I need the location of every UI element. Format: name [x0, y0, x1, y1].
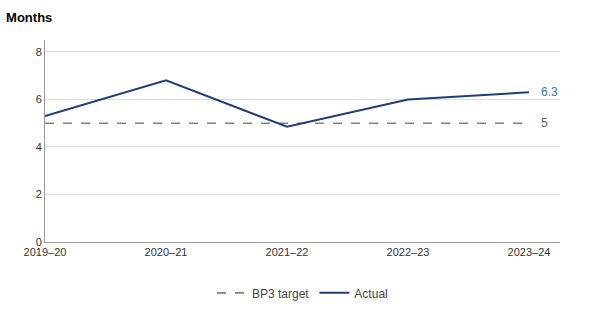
- svg-text:6.3: 6.3: [541, 85, 558, 99]
- svg-text:BP3 target: BP3 target: [252, 287, 309, 301]
- svg-text:2023–24: 2023–24: [508, 246, 551, 258]
- svg-text:5: 5: [541, 116, 548, 130]
- svg-text:8: 8: [36, 46, 42, 58]
- svg-text:2020–21: 2020–21: [145, 246, 188, 258]
- svg-text:2022–23: 2022–23: [387, 246, 430, 258]
- svg-text:0: 0: [36, 236, 42, 248]
- svg-text:2021–22: 2021–22: [266, 246, 309, 258]
- svg-text:4: 4: [36, 141, 42, 153]
- svg-text:2: 2: [36, 188, 42, 200]
- svg-text:2019–20: 2019–20: [24, 246, 67, 258]
- svg-text:6: 6: [36, 93, 42, 105]
- svg-text:Actual: Actual: [354, 287, 387, 301]
- svg-text:Months: Months: [6, 10, 52, 25]
